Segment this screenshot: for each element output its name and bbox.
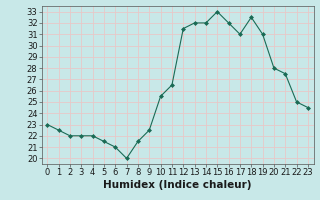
X-axis label: Humidex (Indice chaleur): Humidex (Indice chaleur)	[103, 180, 252, 190]
